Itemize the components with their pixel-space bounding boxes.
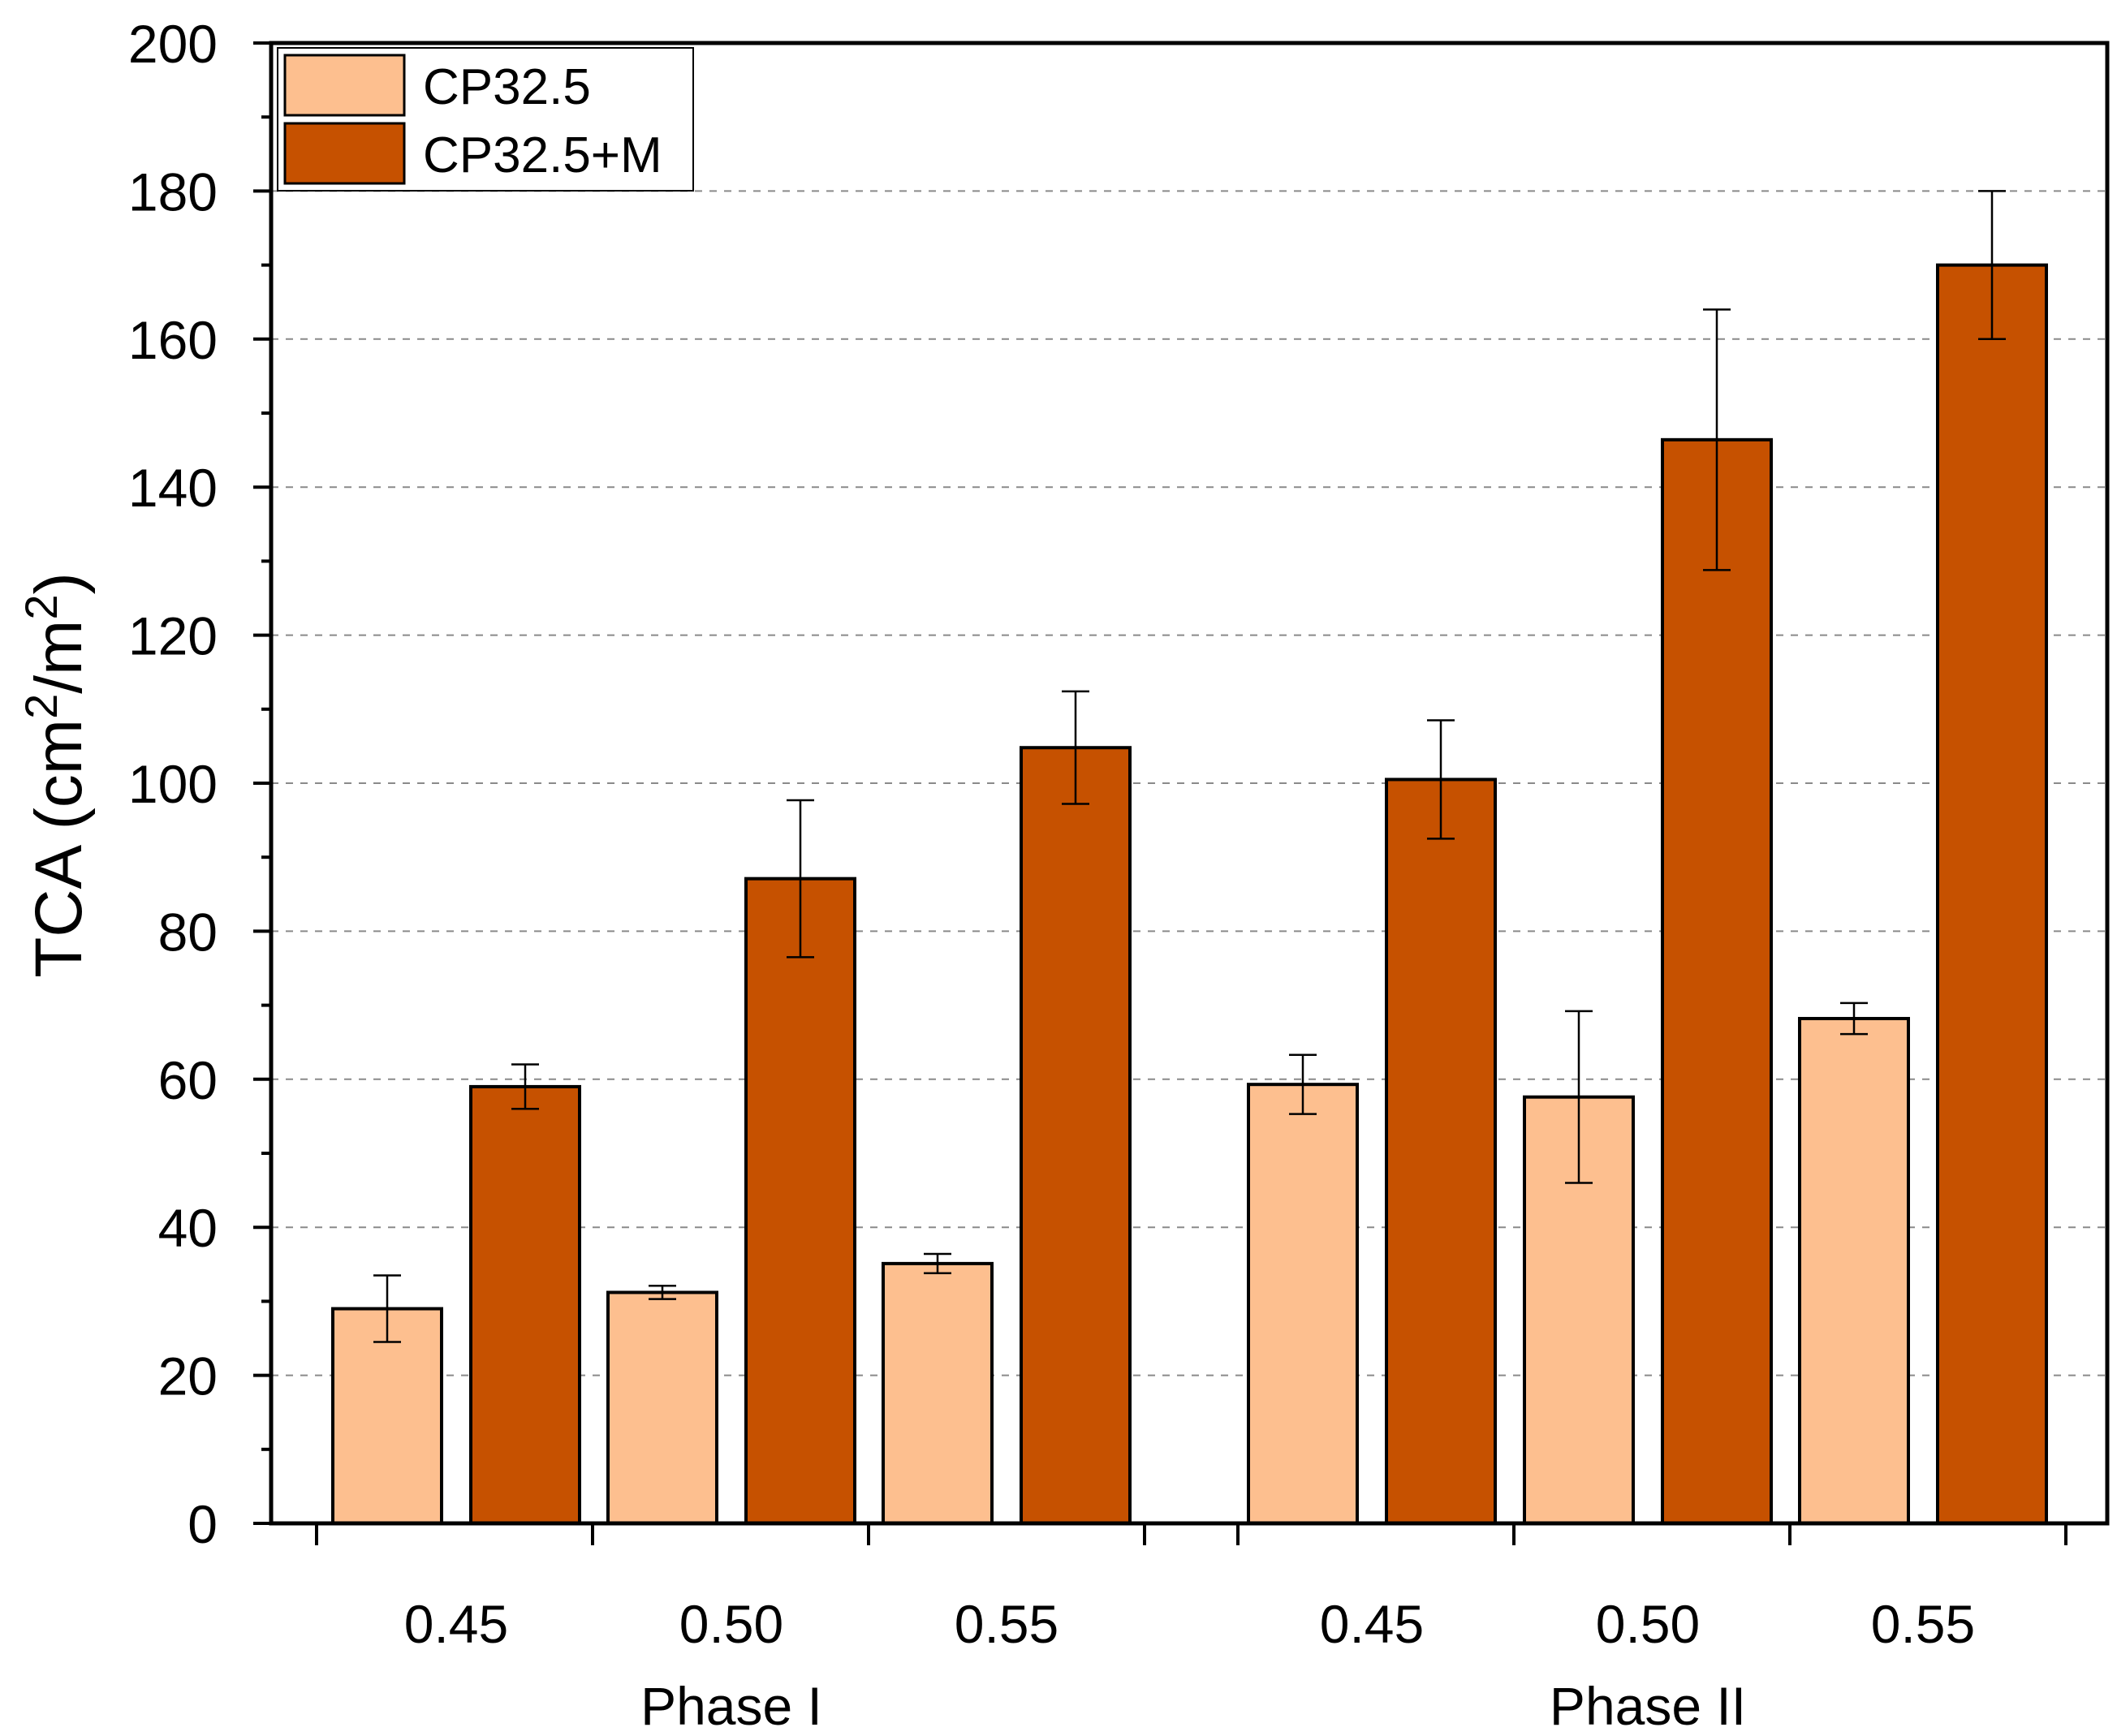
y-tick-label: 60 (158, 1050, 218, 1110)
y-tick-label: 180 (128, 162, 218, 222)
legend-label: CP32.5+M (423, 127, 662, 183)
bar-cp325 (1798, 1017, 1910, 1525)
x-category-label: 0.45 (1320, 1594, 1424, 1654)
bar-cp325m (1936, 263, 2048, 1526)
bar-cp325m (1020, 746, 1132, 1525)
x-category-label: 0.50 (1596, 1594, 1700, 1654)
bar-cp325 (331, 1307, 443, 1526)
legend: CP32.5 CP32.5+M (277, 47, 694, 192)
y-axis-label: TCA (cm2/m2) (15, 572, 96, 978)
bar-cp325 (1247, 1083, 1359, 1525)
bar-cp325m (744, 877, 856, 1525)
legend-swatch (283, 122, 406, 185)
y-tick-label: 40 (158, 1198, 218, 1258)
x-category-label: 0.50 (679, 1594, 783, 1654)
x-category-label: 0.45 (404, 1594, 508, 1654)
y-tick-label: 80 (158, 902, 218, 962)
x-group-label: Phase II (1550, 1676, 1746, 1736)
bar-cp325m (469, 1084, 581, 1526)
x-category-label: 0.55 (1871, 1594, 1975, 1654)
y-tick-label: 120 (128, 606, 218, 666)
y-tick-label: 160 (128, 310, 218, 370)
y-tick-label: 0 (188, 1494, 218, 1554)
bar-cp325 (606, 1290, 718, 1526)
x-category-label: 0.55 (955, 1594, 1058, 1654)
bar-cp325m (1661, 437, 1773, 1525)
bar-cp325 (882, 1261, 994, 1525)
axes: 0 20 40 60 80 100 120 140 160 180 200 0.45 0.50 0.55 0… (128, 14, 2110, 1736)
y-tick-label: 100 (128, 754, 218, 814)
bar-cp325m (1385, 778, 1497, 1525)
legend-label: CP32.5 (423, 59, 591, 115)
y-tick-label: 140 (128, 458, 218, 518)
y-tick-label: 20 (158, 1346, 218, 1406)
y-tick-label: 200 (128, 14, 218, 74)
legend-swatch (283, 54, 406, 117)
x-group-label: Phase I (640, 1676, 822, 1736)
bars (331, 190, 2048, 1526)
